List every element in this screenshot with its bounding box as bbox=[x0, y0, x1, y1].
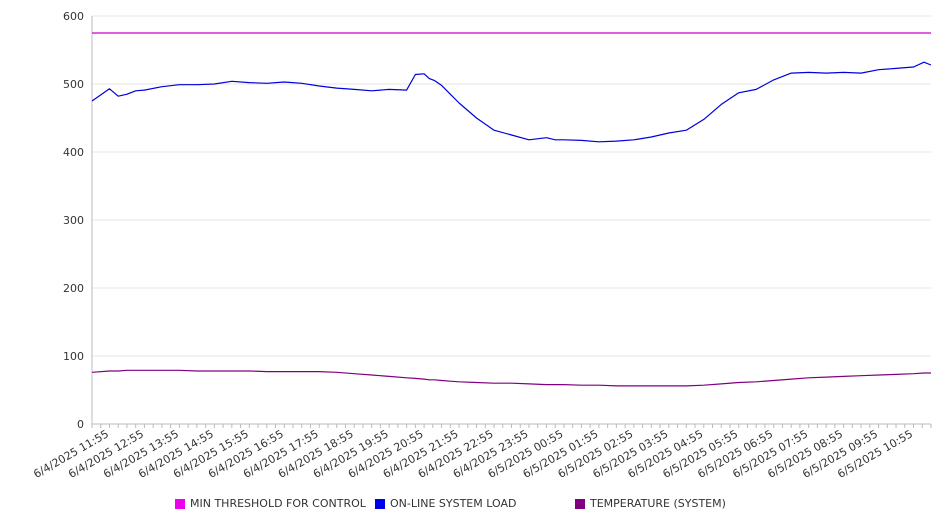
legend-item-temperature[interactable]: TEMPERATURE (SYSTEM) bbox=[575, 497, 726, 510]
series-line-2 bbox=[91, 369, 931, 387]
y-tick-label: 400 bbox=[63, 146, 84, 159]
legend-label-temperature: TEMPERATURE (SYSTEM) bbox=[590, 497, 726, 510]
legend-swatch-temperature bbox=[575, 498, 585, 509]
legend-swatch-min-threshold bbox=[175, 498, 185, 509]
legend: MIN THRESHOLD FOR CONTROL ON-LINE SYSTEM… bbox=[0, 497, 946, 513]
legend-label-min-threshold: MIN THRESHOLD FOR CONTROL bbox=[190, 497, 366, 510]
legend-swatch-system-load bbox=[375, 498, 385, 509]
y-tick-label: 100 bbox=[63, 350, 84, 363]
y-tick-label: 200 bbox=[63, 282, 84, 295]
y-tick-label: 600 bbox=[63, 10, 84, 23]
y-tick-label: 0 bbox=[77, 418, 84, 431]
legend-label-system-load: ON-LINE SYSTEM LOAD bbox=[390, 497, 517, 510]
legend-item-min-threshold[interactable]: MIN THRESHOLD FOR CONTROL bbox=[175, 497, 366, 510]
legend-item-system-load[interactable]: ON-LINE SYSTEM LOAD bbox=[375, 497, 516, 510]
y-tick-label: 300 bbox=[63, 214, 84, 227]
series-line-1 bbox=[91, 61, 932, 143]
y-tick-label: 500 bbox=[63, 78, 84, 91]
